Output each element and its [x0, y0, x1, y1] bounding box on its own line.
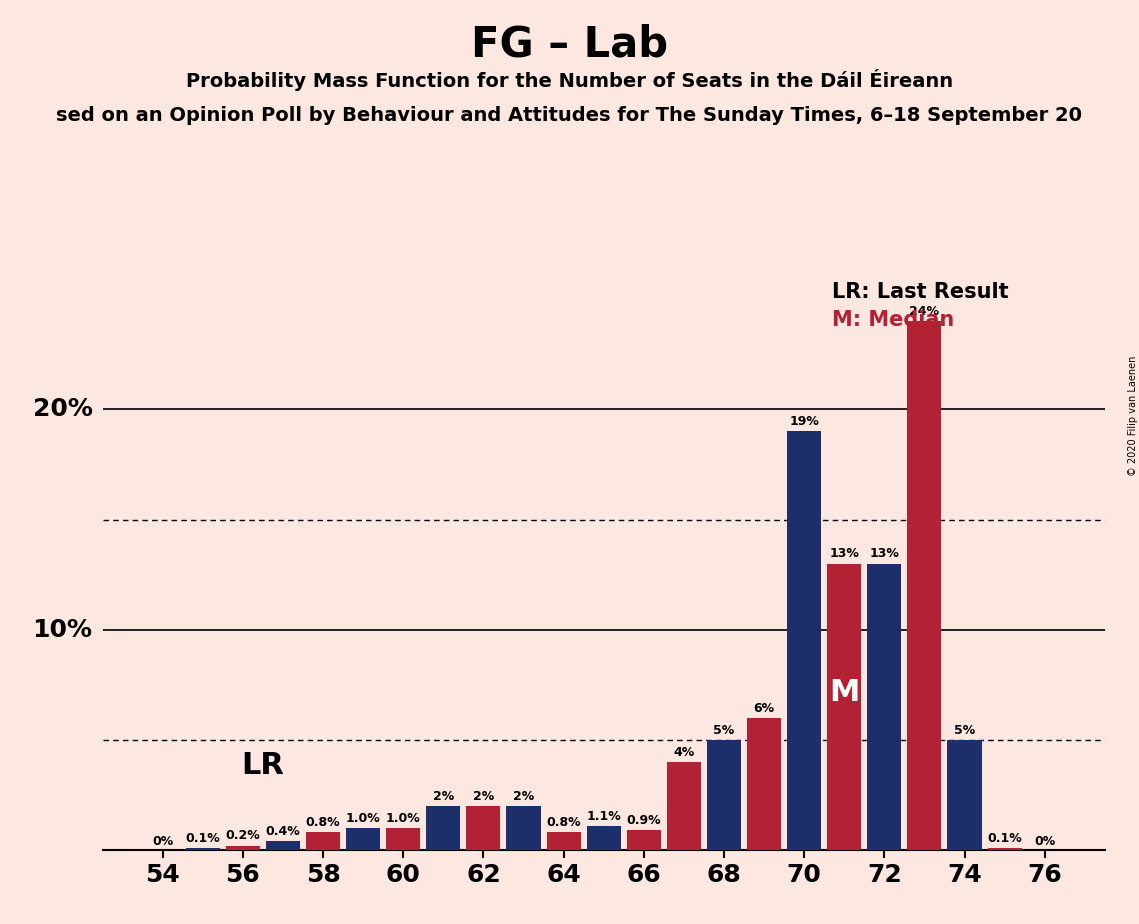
Text: 2%: 2% [433, 790, 454, 803]
Text: 0%: 0% [151, 835, 173, 848]
Bar [386, 828, 420, 850]
Text: 1.0%: 1.0% [346, 812, 380, 825]
Bar [226, 845, 260, 850]
Text: 0.2%: 0.2% [226, 830, 260, 843]
Text: 5%: 5% [713, 723, 735, 736]
Text: 0.1%: 0.1% [988, 832, 1022, 845]
Text: 19%: 19% [789, 415, 819, 428]
Bar [867, 564, 901, 850]
Bar [666, 762, 700, 850]
Text: Probability Mass Function for the Number of Seats in the Dáil Éireann: Probability Mass Function for the Number… [186, 69, 953, 91]
Bar [948, 740, 982, 850]
Text: 0.8%: 0.8% [305, 816, 341, 829]
Bar [306, 833, 341, 850]
Text: 0.9%: 0.9% [626, 814, 661, 827]
Bar [507, 806, 541, 850]
Text: 5%: 5% [953, 723, 975, 736]
Text: 1.1%: 1.1% [587, 809, 621, 822]
Bar [707, 740, 741, 850]
Text: 4%: 4% [673, 746, 695, 759]
Text: 0%: 0% [1034, 835, 1056, 848]
Text: LR: Last Result: LR: Last Result [833, 282, 1009, 301]
Text: 6%: 6% [754, 701, 775, 714]
Text: 13%: 13% [829, 547, 859, 560]
Bar [547, 833, 581, 850]
Text: 10%: 10% [33, 618, 92, 642]
Bar [186, 848, 220, 850]
Text: 20%: 20% [33, 397, 92, 421]
Text: 0.1%: 0.1% [186, 832, 220, 845]
Bar [747, 718, 781, 850]
Text: © 2020 Filip van Laenen: © 2020 Filip van Laenen [1129, 356, 1138, 476]
Text: FG – Lab: FG – Lab [470, 23, 669, 65]
Text: 2%: 2% [513, 790, 534, 803]
Text: 0.8%: 0.8% [547, 816, 581, 829]
Bar [988, 848, 1022, 850]
Bar [426, 806, 460, 850]
Bar [827, 564, 861, 850]
Bar [346, 828, 380, 850]
Text: sed on an Opinion Poll by Behaviour and Attitudes for The Sunday Times, 6–18 Sep: sed on an Opinion Poll by Behaviour and … [57, 106, 1082, 126]
Text: LR: LR [241, 750, 285, 780]
Text: 0.4%: 0.4% [265, 825, 301, 838]
Text: 13%: 13% [869, 547, 900, 560]
Text: M: M [829, 678, 860, 707]
Bar [587, 826, 621, 850]
Text: 1.0%: 1.0% [386, 812, 420, 825]
Bar [466, 806, 500, 850]
Bar [787, 432, 821, 850]
Text: M: Median: M: Median [833, 310, 954, 330]
Bar [908, 322, 942, 850]
Text: 2%: 2% [473, 790, 494, 803]
Bar [626, 831, 661, 850]
Bar [265, 841, 300, 850]
Text: 24%: 24% [909, 305, 940, 318]
